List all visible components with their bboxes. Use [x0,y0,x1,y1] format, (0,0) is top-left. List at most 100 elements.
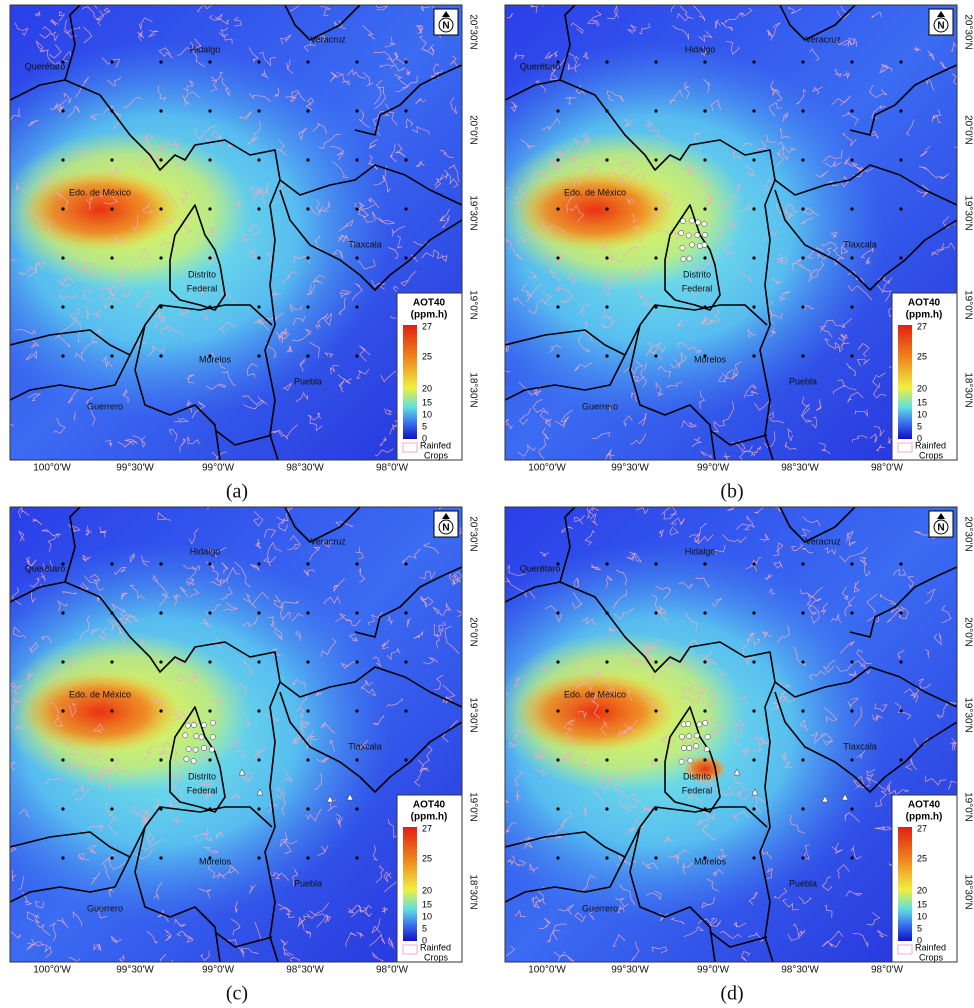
crop-contour [612,934,626,947]
grid-point [404,660,408,664]
grid-point [306,60,310,64]
colorbar-tick-label: 25 [917,351,927,361]
crop-contour [159,954,174,962]
crop-contour [316,199,324,214]
crop-contour [909,692,919,703]
crop-contour [700,651,713,665]
crop-contour [107,618,120,632]
crop-contour [250,120,261,142]
crop-contour [632,659,651,665]
grid-point [208,856,212,860]
region-label: Querétaro [25,61,66,71]
crop-contour [842,40,858,48]
crop-contour [267,616,276,627]
crop-contour [371,918,382,934]
crop-contour [646,342,656,355]
crop-contour [14,22,29,36]
crop-contour [82,336,98,354]
grid-point [355,660,359,664]
crop-contour [606,169,617,176]
crop-contour [158,741,173,755]
station [688,217,695,224]
grid-point [110,207,114,211]
crop-contour [450,96,458,115]
crop-contour [855,776,866,789]
lat-tick-label: 19°30'N [962,697,973,732]
crop-contour [850,845,862,860]
crop-contour [248,224,261,237]
grid-point [404,758,408,762]
crop-contour [63,92,72,104]
crop-contour [734,719,745,732]
crop-contour [555,285,569,292]
crop-contour [552,923,567,941]
crop-legend-label: Crops [919,450,944,460]
crop-contour [705,193,713,207]
grid-point [556,354,560,358]
crop-contour [28,641,39,654]
region-label: Edo. de México [564,187,626,197]
crop-contour [532,398,547,414]
crop-contour [40,572,46,582]
station [198,734,205,741]
crop-contour [548,51,574,71]
crop-contour [645,341,662,357]
crop-contour [303,38,316,52]
crop-contour [641,861,659,870]
grid-point [605,660,609,664]
legend-unit: (ppm.h) [411,812,448,823]
crop-contour [844,812,860,823]
crop-contour [634,819,644,829]
crop-contour [45,220,53,233]
crop-contour [22,891,32,906]
crop-contour [166,772,182,780]
crop-contour [98,626,108,641]
crop-contour [236,200,241,208]
crop-contour [240,947,259,955]
crop-contour [368,154,378,170]
crop-contour [810,731,822,745]
crop-contour [592,787,604,802]
lat-tick-label: 19°30'N [962,195,973,230]
crop-contour [238,111,252,121]
crop-contour [380,370,400,383]
crop-contour [770,88,781,96]
crop-contour [39,175,50,191]
crop-contour [718,373,728,383]
station [701,221,708,227]
crop-contour [549,67,558,81]
grid-point [752,60,756,64]
crop-contour [273,594,283,609]
station [209,719,216,726]
crop-contour [520,284,532,303]
lon-tick-label: 99°30'W [611,463,649,474]
crop-contour [830,232,838,239]
state-boundary [505,856,626,903]
state-boundary [779,5,856,41]
colorbar-tick-label: 15 [917,397,927,407]
station [694,732,700,739]
crop-contour [722,534,747,544]
crop-contour [281,789,286,816]
crop-contour [141,555,150,567]
crop-contour [433,623,442,637]
grid-point [159,60,163,64]
state-boundary [134,324,221,460]
crop-contour [27,393,42,401]
grid-point [752,256,756,260]
crop-contour [179,306,190,317]
colorbar-tick-label: 5 [422,923,427,933]
crop-contour [368,933,386,947]
crop-contour [667,849,690,858]
crop-contour [404,118,414,129]
crop-contour [787,929,805,941]
lat-tick-label: 18°30'N [962,874,973,909]
crop-contour [549,345,563,354]
crop-contour [141,745,160,763]
grid-point [556,305,560,309]
crop-contour [801,547,814,554]
grid-point [110,611,114,615]
crop-contour [857,343,870,358]
crop-contour [94,328,106,342]
panel-label: (c) [226,983,248,1005]
